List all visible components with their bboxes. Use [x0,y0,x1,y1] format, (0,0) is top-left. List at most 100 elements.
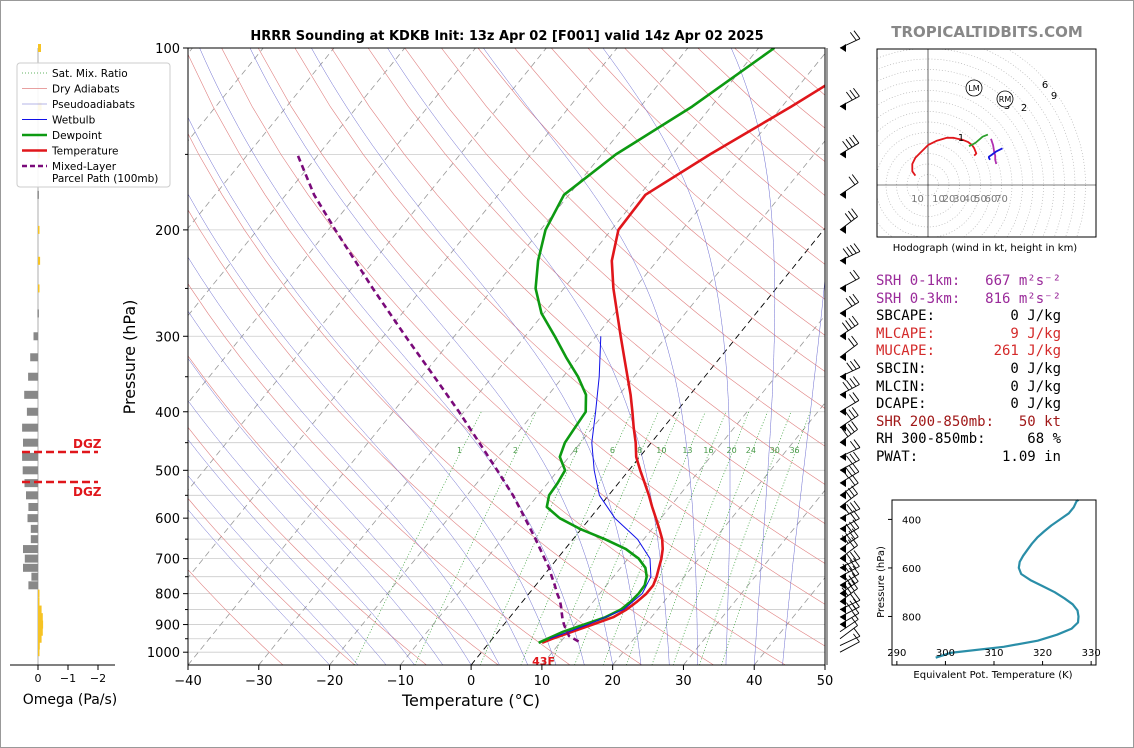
wind-barb-flag [849,136,856,146]
index-label: SBCIN: [876,361,927,377]
wind-barb-flag [846,379,853,389]
dry-adiabat [441,48,825,409]
omega-bar [23,563,38,572]
wind-barb-flag [853,627,861,637]
wind-barb-flag [845,532,852,542]
omega-bar [38,613,43,622]
wind-barb-flag [848,176,856,186]
pseudoadiabat [199,48,585,665]
wind-barb-pennant [840,524,846,533]
theta-e-line [935,499,1080,659]
wind-barb [839,635,861,646]
x-tick-label: −20 [316,674,343,689]
wind-barb-flag [853,591,861,601]
omega-tick-labels: 0 −1 −2 [35,665,106,685]
mixing-ratio-line [626,411,727,665]
skewt-profiles: 43F [296,48,825,665]
hodograph-frame [876,48,1097,238]
wind-barb-flag [845,577,852,587]
chart-title: HRRR Sounding at KDKB Init: 13z Apr 02 [… [250,29,763,44]
wind-barb-flag [849,453,857,463]
omega-bar [23,438,38,447]
index-row: SBCIN: 0 J/kg [876,361,1061,377]
wind-barb-flag [849,244,857,254]
y-tick-label: 300 [155,330,180,345]
wind-barb-flag [846,503,854,513]
wind-barb-flag [848,530,856,540]
omega-bar [38,620,44,629]
y-tick-label: 800 [155,588,180,603]
wind-barb-flag [846,246,854,256]
wind-barb-flag [848,476,856,486]
wind-barb-flag [853,376,860,385]
dry-adiabat [188,209,642,665]
wind-barb-flag [846,91,853,101]
wind-barb-flag [848,210,855,220]
dry-adiabat [367,48,825,485]
wind-barb-pennant [840,332,846,341]
wind-barb-flag [853,500,861,510]
theta-e-x-tick-label: 330 [1082,648,1101,659]
wind-barb-flag [846,362,854,372]
wind-barb-flag [848,317,856,327]
index-row: SHR 200-850mb: 50 kt [876,414,1061,430]
omega-bar [38,634,42,643]
y-tick-label: 1000 [147,646,180,661]
wind-barb-flag [841,322,849,331]
isotherm [612,402,825,665]
watermark-logo: TROPICALTIDBITS.COM [891,23,1083,41]
mixing-ratio-line [414,411,537,665]
wind-barb-flag [841,428,849,437]
wind-barb-flag [849,502,857,511]
hodograph-trace: 13269LMRM [911,79,1057,177]
theta-e-frame [891,499,1097,666]
wind-barb-flag [852,392,860,401]
storm-motion-label: RM [999,95,1012,104]
legend-label-line: Dry Adiabats [52,84,120,96]
wind-barb-flag [851,407,859,416]
wind-barb-flag [848,409,856,418]
skewt-ylabel: Pressure (hPa) [120,300,139,415]
x-tick-label: 10 [534,674,551,689]
legend-label: Dry Adiabats [52,84,120,96]
wind-barb-pennant [840,390,846,399]
wind-barb-pennant [840,502,846,511]
skewt-legend: Sat. Mix. Ratio Dry Adiabats Pseudoadiabat… [16,62,171,188]
wind-barb-flag [852,293,860,303]
omega-bar [38,44,41,52]
wind-barb-flag [849,271,857,281]
wind-barb-flag [851,528,859,538]
omega-bar [33,332,38,341]
wind-barb-flag [848,487,855,497]
hodograph-height-marker: 6 [1042,80,1048,91]
wind-barb-flag [844,425,852,435]
omega-bar [28,372,38,381]
skewt-xlabel: Temperature (°C) [401,691,540,710]
wind-barb-pennant [840,407,846,416]
wind-barb [839,641,860,653]
skewt-axes-frame [187,47,826,666]
hodograph-ring-label: 20 [943,194,956,205]
omega-bar [28,502,38,511]
mixing-ratio-line [574,411,681,665]
mixing-ratio-line [602,411,706,665]
wind-barb-flag [849,559,857,569]
dry-adiabat [221,48,825,647]
omega-bar [24,390,38,399]
temperature-line [541,84,825,645]
pseudoadiabat [730,48,776,665]
omega-bar [24,554,38,563]
omega-bar [37,309,39,318]
legend-label: Pseudoadiabats [52,99,135,111]
x-tick-label: −30 [245,674,272,689]
omega-bar [30,524,38,533]
wind-barb-pennant [840,563,846,572]
wind-barb-pennant [840,44,846,52]
omega-bar [38,284,40,293]
wind-barb-pennant [840,572,846,581]
wind-barb-flag [852,134,860,144]
legend-label: Sat. Mix. Ratio [52,68,128,80]
